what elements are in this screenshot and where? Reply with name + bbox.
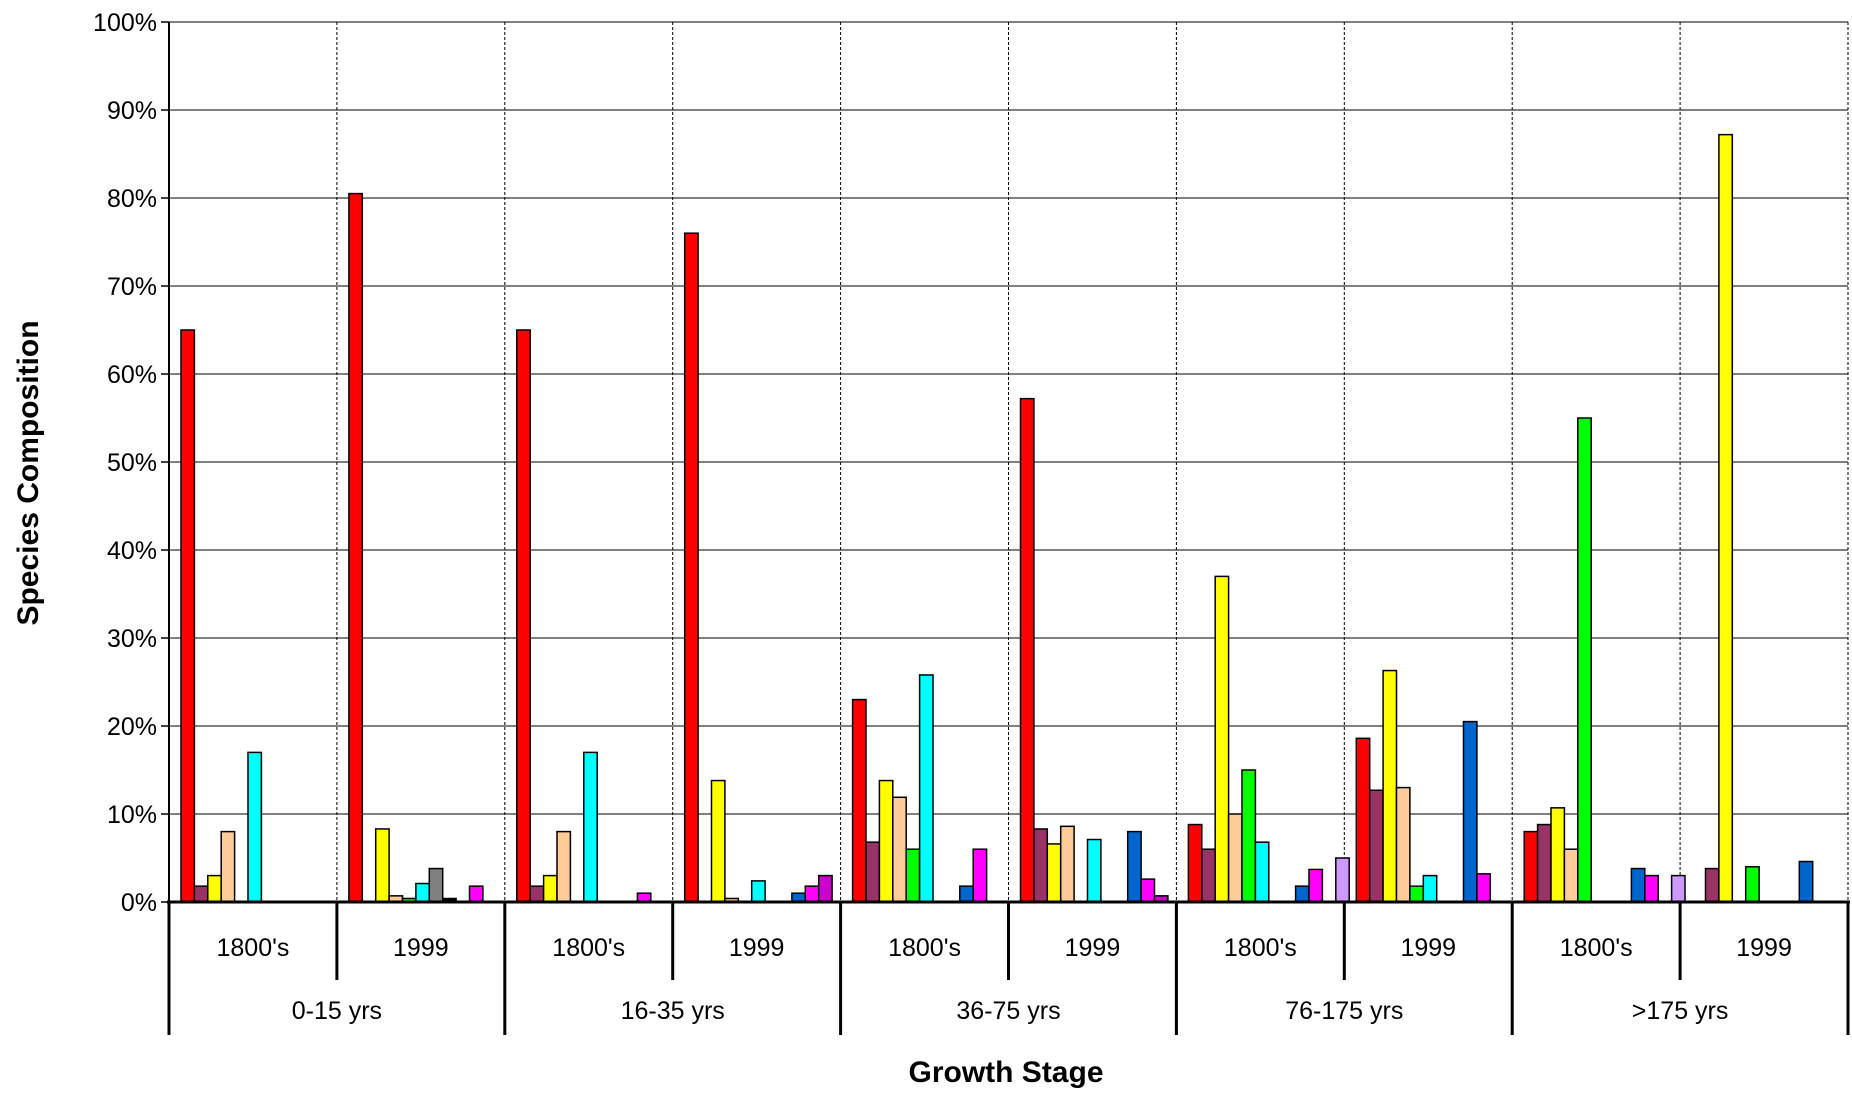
bar (1719, 135, 1732, 902)
bar (920, 675, 933, 902)
y-axis-title: Species Composition (12, 320, 45, 625)
group-label: 16-35 yrs (621, 997, 725, 1025)
y-tick-label: 100% (93, 9, 157, 37)
bar (1672, 876, 1685, 902)
bar (973, 849, 986, 902)
bar (819, 876, 832, 902)
bar (544, 876, 557, 902)
bar (1061, 826, 1074, 902)
bar (1370, 790, 1383, 902)
subgroup-label: 1999 (1065, 934, 1121, 962)
bar (530, 886, 543, 902)
bar (893, 797, 906, 902)
bar (805, 886, 818, 902)
bar (1202, 849, 1215, 902)
bar (1336, 858, 1349, 902)
bar (1047, 844, 1060, 902)
bar (960, 886, 973, 902)
bar (1524, 832, 1537, 902)
subgroup-label: 1800's (1560, 934, 1633, 962)
bar (208, 876, 221, 902)
y-tick-label: 10% (107, 801, 157, 829)
bar (429, 869, 442, 902)
bar (349, 194, 362, 902)
bar (1423, 876, 1436, 902)
bar (906, 849, 919, 902)
bars (181, 135, 1813, 902)
bar (752, 881, 765, 902)
bar (1799, 862, 1812, 902)
bar (1746, 867, 1759, 902)
bar (685, 233, 698, 902)
bar (584, 752, 597, 902)
y-tick-label: 70% (107, 273, 157, 301)
subgroup-label: 1999 (1400, 934, 1456, 962)
group-label: 36-75 yrs (956, 997, 1060, 1025)
bar (1397, 788, 1410, 902)
bar (416, 884, 429, 902)
bar (1229, 814, 1242, 902)
group-label: 0-15 yrs (292, 997, 382, 1025)
bar (1631, 869, 1644, 902)
bar (1034, 829, 1047, 902)
bar (248, 752, 261, 902)
bar (1578, 418, 1591, 902)
bar (1464, 722, 1477, 902)
y-tick-label: 40% (107, 537, 157, 565)
bar (1706, 869, 1719, 902)
x-axis-title: Growth Stage (908, 1056, 1103, 1089)
bar (1188, 825, 1201, 902)
bar (1309, 869, 1322, 902)
group-label: 76-175 yrs (1285, 997, 1403, 1025)
y-tick-label: 30% (107, 625, 157, 653)
bar (866, 842, 879, 902)
bar (1255, 842, 1268, 902)
bar (376, 829, 389, 902)
bar (712, 781, 725, 902)
bar (181, 330, 194, 902)
subgroup-label: 1800's (217, 934, 290, 962)
y-tick-label: 50% (107, 449, 157, 477)
subgroup-label: 1999 (393, 934, 449, 962)
bar (1296, 886, 1309, 902)
grid-lines (169, 22, 1848, 902)
y-tick-label: 0% (121, 889, 157, 917)
y-tick-label: 80% (107, 185, 157, 213)
bar (1383, 671, 1396, 902)
bar (1477, 874, 1490, 902)
bar (557, 832, 570, 902)
bar (1021, 399, 1034, 902)
group-label: >175 yrs (1632, 997, 1729, 1025)
subgroup-label: 1999 (1736, 934, 1792, 962)
subgroup-label: 1800's (1224, 934, 1297, 962)
subgroup-label: 1800's (552, 934, 625, 962)
bar (1356, 738, 1369, 902)
y-tick-label: 90% (107, 97, 157, 125)
bar (1410, 886, 1423, 902)
subgroup-label: 1800's (888, 934, 961, 962)
bar (1088, 840, 1101, 902)
bar (1242, 770, 1255, 902)
bar (1645, 876, 1658, 902)
bar (1128, 832, 1141, 902)
axes (161, 22, 1850, 1035)
bar (853, 700, 866, 902)
bar (221, 832, 234, 902)
bar (1141, 879, 1154, 902)
bar (879, 781, 892, 902)
bar (1551, 808, 1564, 902)
bar (1215, 576, 1228, 902)
bar (470, 886, 483, 902)
bar (1538, 825, 1551, 902)
bar (194, 886, 207, 902)
subgroup-label: 1999 (729, 934, 785, 962)
bar (517, 330, 530, 902)
bar (1564, 849, 1577, 902)
y-tick-label: 20% (107, 713, 157, 741)
y-tick-label: 60% (107, 361, 157, 389)
